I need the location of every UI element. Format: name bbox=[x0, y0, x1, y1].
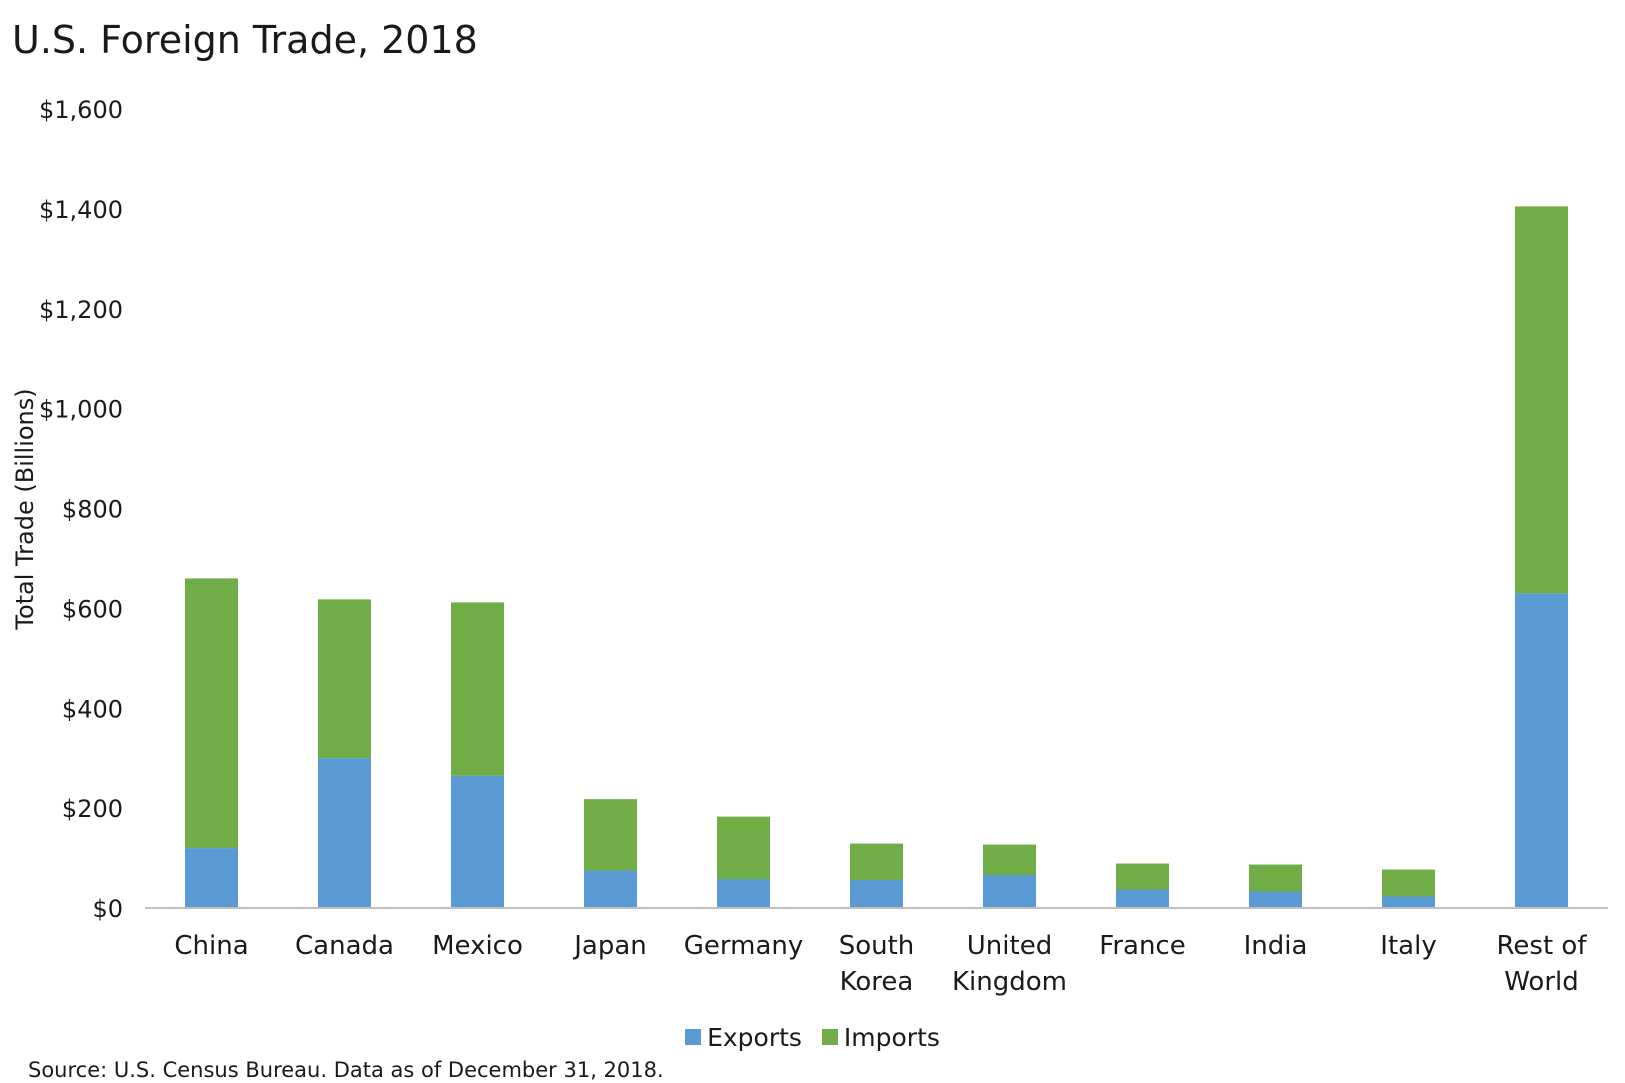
imports-bar-segment bbox=[1515, 206, 1568, 594]
imports-bar-segment bbox=[318, 599, 371, 759]
legend: Exports Imports bbox=[0, 1022, 1625, 1052]
imports-bar-segment bbox=[983, 844, 1036, 876]
y-tick-label: $1,400 bbox=[39, 196, 123, 224]
x-tick-label: France bbox=[1099, 931, 1185, 961]
imports-bar-segment bbox=[451, 602, 504, 776]
source-note: Source: U.S. Census Bureau. Data as of D… bbox=[28, 1058, 664, 1082]
imports-swatch bbox=[821, 1029, 838, 1045]
y-tick-label: $800 bbox=[62, 496, 123, 524]
y-tick-label: $1,200 bbox=[39, 296, 123, 324]
exports-bar-segment bbox=[1515, 593, 1568, 908]
x-tick-label: Japan bbox=[572, 931, 647, 961]
exports-swatch bbox=[685, 1029, 702, 1045]
imports-bar-segment bbox=[1116, 863, 1169, 890]
imports-bar-segment bbox=[584, 799, 637, 871]
y-tick-label: $1,600 bbox=[39, 96, 123, 124]
y-tick-label: $1,000 bbox=[39, 396, 123, 424]
x-tick-label: China bbox=[174, 931, 248, 961]
bars bbox=[185, 206, 1568, 908]
y-tick-label: $200 bbox=[62, 795, 123, 823]
exports-bar-segment bbox=[1116, 889, 1169, 908]
imports-bar-segment bbox=[185, 578, 238, 849]
exports-bar-segment bbox=[717, 879, 770, 908]
imports-bar-segment bbox=[1382, 869, 1435, 897]
x-tick-label: Italy bbox=[1380, 931, 1436, 961]
x-tick-label: United Kingdom bbox=[952, 931, 1067, 997]
y-tick-label: $600 bbox=[62, 595, 123, 623]
y-tick-label: $0 bbox=[92, 895, 123, 923]
exports-bar-segment bbox=[185, 848, 238, 908]
x-tick-label: Rest of World bbox=[1497, 931, 1588, 997]
imports-bar-segment bbox=[717, 816, 770, 880]
exports-bar-segment bbox=[1249, 891, 1302, 908]
legend-label-exports: Exports bbox=[707, 1022, 802, 1052]
x-axis: China Canada Mexico Japan Germany South Korea U… bbox=[145, 907, 1608, 997]
legend-label-imports: Imports bbox=[843, 1022, 940, 1052]
exports-bar-segment bbox=[584, 870, 637, 908]
exports-bar-segment bbox=[451, 775, 504, 908]
x-tick-label: South Korea bbox=[839, 931, 915, 997]
exports-bar-segment bbox=[1382, 896, 1435, 908]
x-tick-label: Canada bbox=[295, 931, 394, 961]
legend-item-exports: Exports bbox=[685, 1023, 802, 1052]
x-tick-label: Germany bbox=[684, 931, 804, 961]
chart-title: U.S. Foreign Trade, 2018 bbox=[12, 18, 478, 62]
imports-bar-segment bbox=[1249, 864, 1302, 892]
legend-item-imports: Imports bbox=[821, 1022, 940, 1052]
exports-bar-segment bbox=[318, 758, 371, 908]
x-tick-label: India bbox=[1244, 931, 1308, 961]
y-axis-title: Total Trade (Billions) bbox=[11, 388, 39, 630]
y-axis: $0 $200 $400 $600 $800 $1,000 $1,200 $1,400 $1,6… bbox=[39, 96, 123, 923]
exports-bar-segment bbox=[850, 880, 903, 908]
imports-bar-segment bbox=[850, 843, 903, 881]
x-tick-label: Mexico bbox=[432, 931, 523, 961]
y-tick-label: $400 bbox=[62, 695, 123, 723]
exports-bar-segment bbox=[983, 875, 1036, 908]
